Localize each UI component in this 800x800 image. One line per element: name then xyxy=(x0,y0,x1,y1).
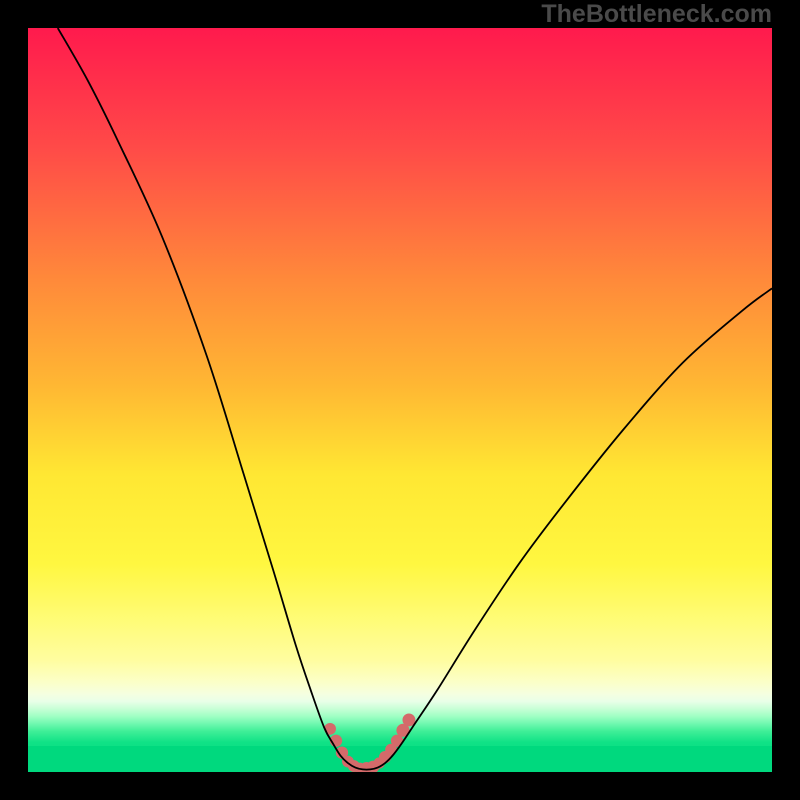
bottleneck-curve xyxy=(58,28,772,770)
plot-svg xyxy=(28,28,772,772)
chart-canvas: TheBottleneck.com xyxy=(0,0,800,800)
plot-area xyxy=(28,28,772,772)
watermark-text: TheBottleneck.com xyxy=(541,0,772,29)
